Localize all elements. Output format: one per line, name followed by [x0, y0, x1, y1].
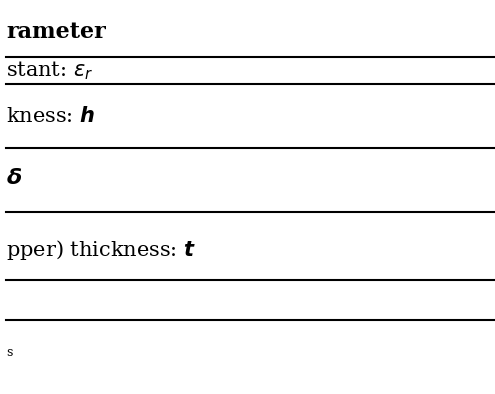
Text: s: s	[6, 346, 13, 359]
Text: kness: $\boldsymbol{h}$: kness: $\boldsymbol{h}$	[6, 106, 96, 126]
Text: $\boldsymbol{\delta}$: $\boldsymbol{\delta}$	[6, 167, 22, 189]
Text: rameter: rameter	[6, 21, 106, 43]
Text: stant: $\varepsilon_r$: stant: $\varepsilon_r$	[6, 59, 94, 82]
Text: pper) thickness: $\boldsymbol{t}$: pper) thickness: $\boldsymbol{t}$	[6, 238, 197, 262]
